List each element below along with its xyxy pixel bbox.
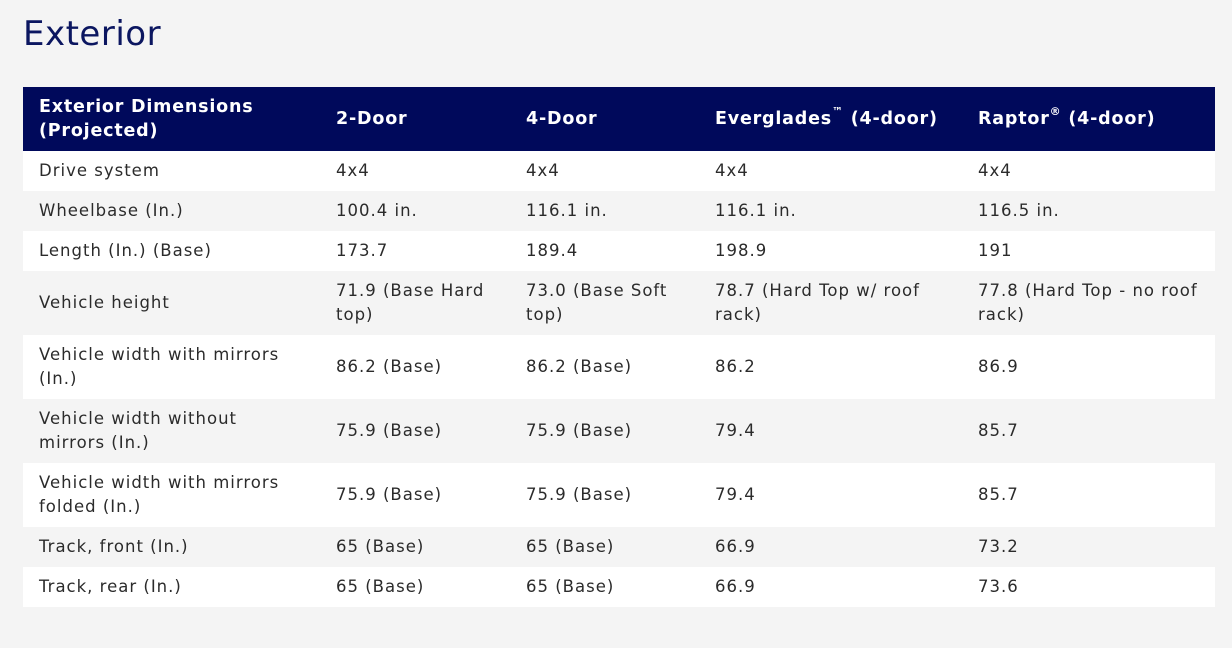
table-cell: 79.4 <box>715 485 756 504</box>
row-label: Vehicle width with mirrors (In.) <box>39 345 280 388</box>
header-4-door: 4-Door <box>526 109 598 129</box>
row-label: Vehicle width with mirrors folded (In.) <box>39 473 280 516</box>
table-cell: 65 (Base) <box>526 577 615 596</box>
table-row: Drive system 4x4 4x4 4x4 4x4 <box>23 151 1215 191</box>
header-2-door: 2-Door <box>336 109 408 129</box>
exterior-dimensions-table: Exterior Dimensions (Projected) 2-Door 4… <box>23 87 1215 607</box>
table-row: Track, front (In.) 65 (Base) 65 (Base) 66.9… <box>23 527 1215 567</box>
table-cell: 116.1 in. <box>715 201 797 220</box>
section-title: Exterior <box>23 14 162 54</box>
table-cell: 66.9 <box>715 537 756 556</box>
table-cell: 71.9 (Base Hard top) <box>336 281 485 324</box>
table-cell: 86.2 <box>715 357 756 376</box>
table-cell: 65 (Base) <box>336 577 425 596</box>
table-cell: 86.2 (Base) <box>526 357 633 376</box>
row-label: Track, front (In.) <box>39 537 189 556</box>
table-cell: 116.5 in. <box>978 201 1060 220</box>
table-header: Exterior Dimensions (Projected) 2-Door 4… <box>23 87 1215 151</box>
header-everglades: Everglades™ (4-door) <box>715 105 938 129</box>
table-cell: 73.2 <box>978 537 1019 556</box>
table-cell: 66.9 <box>715 577 756 596</box>
table-cell: 85.7 <box>978 485 1019 504</box>
table-cell: 173.7 <box>336 241 389 260</box>
table-row: Length (In.) (Base) 173.7 189.4 198.9 191 <box>23 231 1215 271</box>
table-cell: 189.4 <box>526 241 579 260</box>
table-cell: 75.9 (Base) <box>336 485 443 504</box>
table-cell: 116.1 in. <box>526 201 608 220</box>
table-row: Vehicle width without mirrors (In.) 75.9 … <box>23 399 1215 463</box>
table-cell: 75.9 (Base) <box>526 485 633 504</box>
row-label: Drive system <box>39 161 160 180</box>
registered-mark: ® <box>1049 105 1062 119</box>
row-label: Vehicle height <box>39 293 170 312</box>
table-cell: 78.7 (Hard Top w/ roof rack) <box>715 281 920 324</box>
table-cell: 73.6 <box>978 577 1019 596</box>
row-label: Wheelbase (In.) <box>39 201 184 220</box>
row-label: Track, rear (In.) <box>39 577 182 596</box>
table-cell: 75.9 (Base) <box>526 421 633 440</box>
table-cell: 86.9 <box>978 357 1019 376</box>
table-row: Vehicle width with mirrors folded (In.) 7… <box>23 463 1215 527</box>
row-label: Length (In.) (Base) <box>39 241 212 260</box>
table-cell: 65 (Base) <box>336 537 425 556</box>
table-cell: 100.4 in. <box>336 201 418 220</box>
table-cell: 4x4 <box>715 161 749 180</box>
table-cell: 75.9 (Base) <box>336 421 443 440</box>
header-dimensions: Exterior Dimensions (Projected) <box>39 97 254 141</box>
table-row: Wheelbase (In.) 100.4 in. 116.1 in. 116.1 i… <box>23 191 1215 231</box>
table-body: Drive system 4x4 4x4 4x4 4x4 Wheelbase (In.) 1… <box>23 151 1215 607</box>
trademark-mark: ™ <box>832 105 844 119</box>
table-cell: 4x4 <box>978 161 1012 180</box>
table-cell: 65 (Base) <box>526 537 615 556</box>
table-cell: 4x4 <box>526 161 560 180</box>
table-cell: 73.0 (Base Soft top) <box>526 281 668 324</box>
table-cell: 198.9 <box>715 241 768 260</box>
table-cell: 4x4 <box>336 161 370 180</box>
table-cell: 191 <box>978 241 1013 260</box>
table-cell: 77.8 (Hard Top - no roof rack) <box>978 281 1198 324</box>
table-cell: 86.2 (Base) <box>336 357 443 376</box>
table-row: Vehicle height 71.9 (Base Hard top) 73.0 (… <box>23 271 1215 335</box>
header-row: Exterior Dimensions (Projected) 2-Door 4… <box>23 87 1215 151</box>
table-cell: 85.7 <box>978 421 1019 440</box>
table-cell: 79.4 <box>715 421 756 440</box>
table-row: Vehicle width with mirrors (In.) 86.2 (Ba… <box>23 335 1215 399</box>
header-raptor: Raptor® (4-door) <box>978 105 1156 129</box>
table-row: Track, rear (In.) 65 (Base) 65 (Base) 66.9 7… <box>23 567 1215 607</box>
row-label: Vehicle width without mirrors (In.) <box>39 409 238 452</box>
